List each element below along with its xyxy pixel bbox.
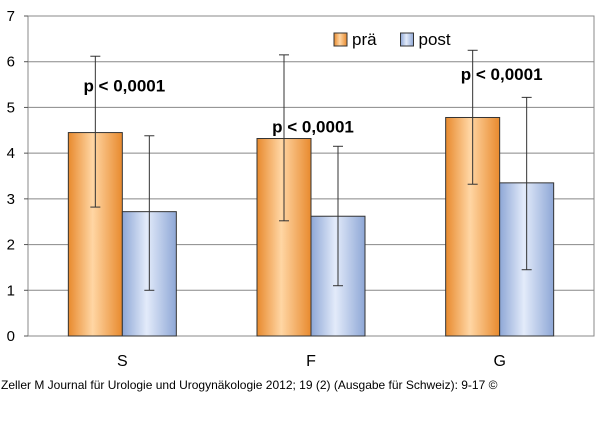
legend-swatch-post	[400, 32, 414, 47]
p-value-annotation: p < 0,0001	[83, 76, 165, 95]
p-value-annotation: p < 0,0001	[272, 118, 354, 137]
source-caption: Zeller M Journal für Urologie und Urogyn…	[1, 378, 498, 392]
y-tick-label: 0	[7, 328, 15, 345]
y-tick-label: 7	[7, 8, 15, 25]
y-axis: 0 1 2 3 4 5 6 7	[7, 8, 28, 345]
y-tick-label: 6	[7, 54, 15, 71]
y-tick-label: 1	[7, 282, 15, 299]
y-tick-label: 4	[7, 145, 15, 162]
y-tick-label: 5	[7, 99, 15, 116]
annotations: p < 0,0001 p < 0,0001 p < 0,0001	[83, 65, 542, 137]
x-tick-label: G	[493, 353, 505, 370]
x-tick-label: S	[117, 353, 128, 370]
x-tick-label: F	[306, 353, 316, 370]
error-bars	[90, 49, 532, 291]
y-tick-label: 3	[7, 191, 15, 208]
legend-swatch-pre	[333, 32, 348, 47]
p-value-annotation: p < 0,0001	[461, 65, 543, 84]
y-tick-label: 2	[7, 237, 15, 254]
legend: prä post	[333, 30, 451, 49]
legend-label: prä	[352, 30, 377, 49]
legend-label: post	[419, 30, 451, 49]
